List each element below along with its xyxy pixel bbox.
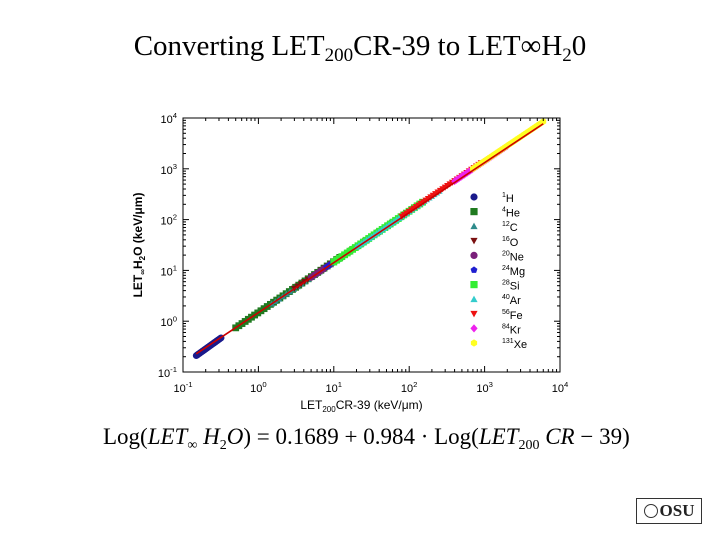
logo-text: OSU — [659, 501, 695, 520]
legend-marker — [470, 237, 478, 245]
legend-item: 131Xe — [470, 338, 527, 351]
legend-marker — [470, 310, 478, 318]
x-tick-label: 101 — [326, 380, 343, 395]
legend-item: 24Mg — [470, 265, 525, 278]
legend-marker — [470, 193, 478, 201]
fit-equation: Log(LET∞ H2O) = 0.1689 + 0.984 · Log(LET… — [103, 424, 630, 453]
legend-marker — [470, 281, 478, 289]
x-tick-label: 100 — [250, 380, 267, 395]
legend-label: 12C — [502, 221, 518, 234]
data-point — [540, 118, 547, 125]
y-tick-label: 100 — [160, 314, 177, 329]
y-tick-label: 104 — [160, 111, 177, 126]
seal-icon — [643, 504, 658, 518]
plot-area — [182, 117, 561, 373]
y-axis-label: LET∞H2O (keV/μm) — [131, 193, 147, 298]
legend-label: 28Si — [502, 280, 520, 293]
legend-label: 84Kr — [502, 323, 521, 336]
legend-marker — [470, 251, 478, 259]
legend-label: 20Ne — [502, 250, 524, 263]
y-tick-label: 103 — [160, 162, 177, 177]
y-tick-label: 10-1 — [158, 365, 177, 380]
legend-item: 56Fe — [470, 309, 523, 322]
legend-item: 20Ne — [470, 250, 524, 263]
fit-line — [195, 123, 544, 355]
legend-label: 131Xe — [502, 338, 527, 351]
legend-item: 40Ar — [470, 294, 521, 307]
legend-item: 4He — [470, 207, 520, 220]
legend-item: 12C — [470, 221, 518, 234]
osu-logo: OSU — [636, 498, 702, 524]
legend-label: 16O — [502, 236, 519, 249]
legend-item: 1H — [470, 192, 514, 205]
x-tick-label: 103 — [476, 380, 493, 395]
legend-marker — [470, 339, 478, 347]
slide-title: Converting LET200CR-39 to LET∞H20 — [133, 30, 587, 66]
y-tick-label: 101 — [160, 263, 177, 278]
legend-marker — [470, 266, 478, 273]
y-tick-label: 102 — [160, 213, 177, 228]
legend-item: 28Si — [470, 280, 520, 293]
x-tick-label: 102 — [401, 380, 418, 395]
legend-label: 56Fe — [502, 309, 523, 322]
x-tick-label: 10-1 — [173, 380, 192, 395]
x-tick-label: 104 — [552, 380, 569, 395]
legend-label: 40Ar — [502, 294, 521, 307]
legend-marker — [470, 295, 478, 303]
legend-item: 16O — [470, 236, 519, 249]
legend-item: 84Kr — [470, 323, 521, 336]
legend-label: 4He — [502, 207, 520, 220]
legend-marker — [470, 222, 478, 230]
legend-label: 24Mg — [502, 265, 525, 278]
x-axis-label: LET200CR-39 (keV/μm) — [300, 398, 422, 414]
legend-label: 1H — [502, 192, 514, 205]
legend-marker — [470, 324, 478, 333]
legend-marker — [470, 208, 478, 216]
